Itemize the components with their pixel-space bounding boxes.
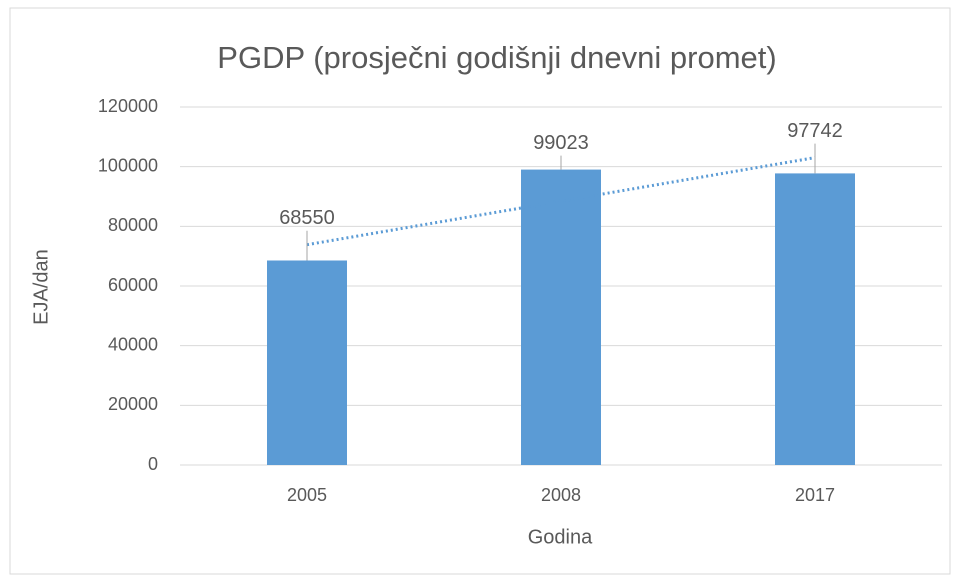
x-tick-label: 2008 — [541, 485, 581, 505]
y-tick-label: 100000 — [98, 155, 158, 175]
y-tick-label: 120000 — [98, 96, 158, 116]
y-tick-label: 40000 — [108, 334, 158, 354]
chart-title: PGDP (prosječni godišnji dnevni promet) — [217, 40, 776, 75]
y-tick-label: 80000 — [108, 215, 158, 235]
data-label: 99023 — [533, 132, 589, 154]
bar — [775, 173, 855, 466]
y-tick-label: 20000 — [108, 394, 158, 414]
y-tick-label: 0 — [148, 454, 158, 474]
x-axis-label: Godina — [528, 526, 593, 548]
y-tick-label: 60000 — [108, 275, 158, 295]
trendline — [306, 156, 816, 247]
data-label: 68550 — [279, 207, 335, 229]
data-label: 97742 — [787, 120, 843, 142]
bar — [521, 169, 601, 465]
x-tick-label: 2005 — [287, 485, 327, 505]
bar — [267, 260, 347, 465]
x-tick-label: 2017 — [795, 485, 835, 505]
y-axis-label: EJA/dan — [30, 249, 52, 325]
